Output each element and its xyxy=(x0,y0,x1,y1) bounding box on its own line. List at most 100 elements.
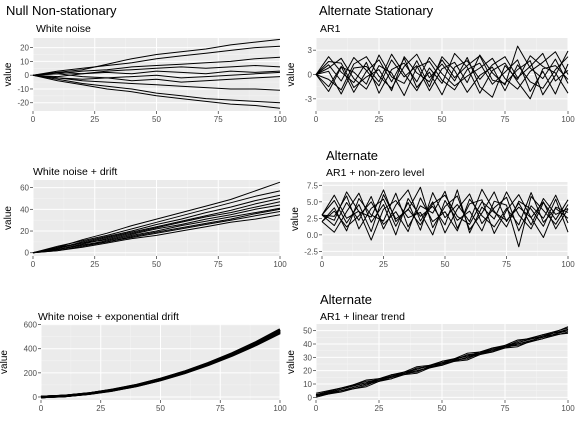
y-tick-label: 10 xyxy=(303,380,312,389)
y-tick-label: 400 xyxy=(24,345,38,354)
y-axis-label: value xyxy=(3,62,14,86)
panel-4: Alternate AR1 + non-zero level 0 25 50 75 100 -… xyxy=(290,148,575,269)
x-tick-label: 25 xyxy=(375,115,384,124)
x-tick-label: 25 xyxy=(90,260,99,269)
y-tick-label: 3 xyxy=(308,46,313,55)
series-line xyxy=(32,74,281,104)
x-tick-label: 100 xyxy=(273,115,287,124)
panel-title: White noise + drift xyxy=(33,166,117,178)
y-tick-label: 40 xyxy=(20,205,29,214)
panel-5: White noise + exponential drift 0 25 50 75 10… xyxy=(0,311,287,413)
panel-heading: Alternate Stationary xyxy=(319,3,434,18)
series-line xyxy=(32,201,281,254)
panel-title: White noise + exponential drift xyxy=(38,311,179,323)
series-line xyxy=(321,194,569,248)
series-line xyxy=(321,189,569,236)
panel-heading: Alternate xyxy=(320,292,372,307)
series-line xyxy=(32,45,281,76)
series-line xyxy=(315,52,569,100)
series-line xyxy=(32,190,281,254)
series-line xyxy=(315,52,569,96)
x-tick-label: 50 xyxy=(438,404,447,413)
series-line xyxy=(315,330,569,396)
y-tick-label: 0 xyxy=(308,71,313,80)
series-line xyxy=(315,326,569,396)
y-tick-label: 0 xyxy=(33,393,38,402)
y-tick-label: 20 xyxy=(20,227,29,236)
panel-3: White noise + drift 0 25 50 75 100 0 20 40 60 valu… xyxy=(3,166,287,269)
series-line xyxy=(32,71,281,79)
series-line xyxy=(32,214,281,254)
x-tick-label: 50 xyxy=(438,115,447,124)
x-tick-label: 100 xyxy=(561,115,575,124)
y-tick-label: 10 xyxy=(20,57,29,66)
y-tick-label: 20 xyxy=(303,367,312,376)
y-tick-label: 200 xyxy=(24,369,38,378)
series-line xyxy=(315,54,569,93)
y-tick-label: -20 xyxy=(17,99,29,108)
y-axis-label: value xyxy=(286,350,297,374)
y-tick-label: 20 xyxy=(20,44,29,53)
series-line xyxy=(321,192,569,233)
y-tick-label: 0 xyxy=(308,393,313,402)
series-line xyxy=(32,56,281,76)
y-axis-label: value xyxy=(286,62,297,86)
y-axis-label: value xyxy=(290,207,301,231)
panel-title: AR1 + non-zero level xyxy=(326,167,424,179)
panel-title: AR1 xyxy=(320,23,341,35)
y-axis-label: value xyxy=(3,206,14,230)
panel-6: Alternate AR1 + linear trend 0 25 50 75 100 0 10… xyxy=(286,292,575,413)
panel-title: AR1 + linear trend xyxy=(320,311,405,323)
x-tick-label: 0 xyxy=(31,260,36,269)
y-tick-label: 600 xyxy=(24,321,38,330)
series-line xyxy=(32,74,281,83)
x-tick-label: 0 xyxy=(39,404,44,413)
y-axis-label: value xyxy=(0,350,10,374)
series-line xyxy=(315,332,569,398)
y-tick-label: 2.5 xyxy=(307,214,319,223)
x-tick-label: 75 xyxy=(502,260,511,269)
x-tick-label: 50 xyxy=(441,260,450,269)
x-tick-label: 25 xyxy=(90,115,99,124)
x-tick-label: 100 xyxy=(273,260,287,269)
y-tick-label: 0.0 xyxy=(307,231,319,240)
y-tick-label: -3 xyxy=(305,95,313,104)
series-line xyxy=(32,65,281,76)
panel-title: White noise xyxy=(36,23,91,35)
x-tick-label: 50 xyxy=(152,115,161,124)
x-tick-label: 0 xyxy=(320,260,325,269)
x-tick-label: 100 xyxy=(561,260,575,269)
series-line xyxy=(32,211,281,254)
series-line xyxy=(315,50,569,96)
series-line xyxy=(32,38,281,76)
x-tick-label: 25 xyxy=(96,404,105,413)
series-line xyxy=(321,188,569,233)
y-tick-label: 0 xyxy=(25,249,30,258)
x-tick-label: 25 xyxy=(379,260,388,269)
series-line xyxy=(32,74,281,91)
series-line xyxy=(321,189,569,230)
x-tick-label: 100 xyxy=(561,404,575,413)
series-line xyxy=(32,204,281,254)
series-line xyxy=(32,70,281,78)
series-line xyxy=(315,328,569,397)
x-tick-label: 0 xyxy=(314,404,319,413)
y-tick-label: -2.5 xyxy=(304,247,318,256)
y-tick-label: 40 xyxy=(303,340,312,349)
y-tick-label: 0 xyxy=(25,71,30,80)
series-line xyxy=(315,57,569,97)
x-tick-label: 100 xyxy=(273,404,287,413)
series-line xyxy=(32,74,281,109)
panel-2: Alternate Stationary AR1 0 25 50 75 100 -3 0 3 val… xyxy=(286,3,575,124)
x-tick-label: 50 xyxy=(156,404,165,413)
x-tick-label: 75 xyxy=(501,404,510,413)
y-tick-label: 5.0 xyxy=(307,198,319,207)
panel-heading: Alternate xyxy=(326,148,378,163)
series-line xyxy=(32,208,281,254)
x-tick-label: 75 xyxy=(501,115,510,124)
y-tick-label: -10 xyxy=(17,85,29,94)
x-tick-label: 0 xyxy=(31,115,36,124)
y-tick-label: 60 xyxy=(20,184,29,193)
